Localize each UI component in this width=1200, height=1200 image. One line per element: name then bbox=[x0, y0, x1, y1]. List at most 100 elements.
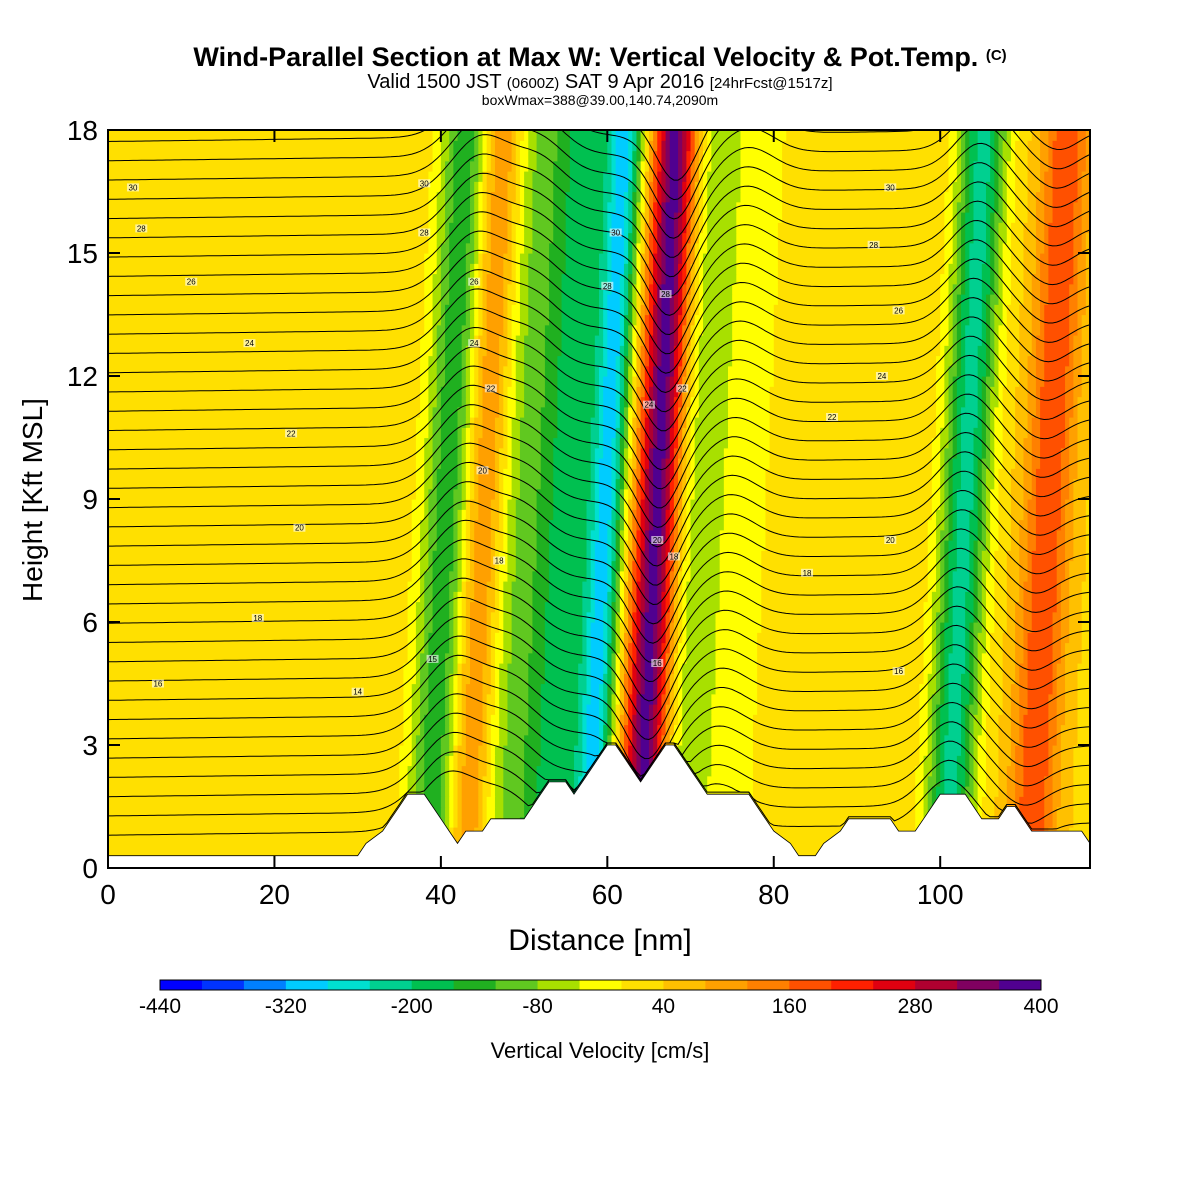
velocity-cell bbox=[640, 509, 646, 521]
velocity-cell bbox=[511, 324, 521, 336]
velocity-cell bbox=[940, 324, 950, 336]
velocity-cell bbox=[998, 222, 1008, 234]
velocity-cell bbox=[619, 458, 625, 469]
velocity-cell bbox=[648, 437, 654, 449]
velocity-cell bbox=[594, 499, 600, 510]
velocity-cell bbox=[503, 478, 513, 490]
velocity-cell bbox=[936, 745, 941, 756]
velocity-cell bbox=[470, 488, 475, 500]
theta-label: 15 bbox=[426, 654, 439, 664]
velocity-cell bbox=[440, 437, 459, 449]
velocity-cell bbox=[515, 406, 525, 418]
velocity-cell bbox=[549, 591, 583, 603]
velocity-cell bbox=[981, 376, 987, 387]
velocity-cell bbox=[457, 673, 463, 685]
velocity-cell bbox=[969, 734, 975, 746]
velocity-cell bbox=[507, 540, 517, 551]
velocity-cell bbox=[673, 519, 679, 531]
velocity-cell bbox=[977, 376, 983, 387]
velocity-cell bbox=[615, 160, 629, 172]
velocity-cell bbox=[644, 212, 650, 223]
velocity-cell bbox=[478, 458, 496, 469]
velocity-cell bbox=[977, 796, 983, 808]
velocity-cell bbox=[1052, 673, 1058, 685]
velocity-cell bbox=[1065, 673, 1079, 685]
velocity-cell bbox=[948, 652, 966, 664]
velocity-cell bbox=[727, 437, 771, 449]
velocity-cell bbox=[486, 294, 504, 305]
velocity-cell bbox=[940, 273, 950, 285]
velocity-cell bbox=[657, 591, 663, 603]
velocity-cell bbox=[1065, 663, 1079, 674]
velocity-cell bbox=[482, 212, 488, 223]
velocity-cell bbox=[773, 365, 937, 377]
velocity-cell bbox=[561, 294, 600, 305]
velocity-cell bbox=[661, 171, 667, 182]
velocity-cell bbox=[698, 201, 704, 213]
velocity-cell bbox=[944, 519, 950, 531]
velocity-cell bbox=[732, 283, 779, 295]
velocity-cell bbox=[549, 560, 588, 572]
velocity-cell bbox=[956, 755, 966, 767]
velocity-cell bbox=[673, 581, 679, 592]
velocity-cell bbox=[956, 376, 966, 387]
velocity-cell bbox=[994, 591, 1008, 603]
velocity-cell bbox=[961, 704, 966, 715]
velocity-cell bbox=[678, 376, 683, 387]
velocity-cell bbox=[461, 786, 479, 797]
theta-label-text: 16 bbox=[894, 667, 903, 676]
velocity-cell bbox=[690, 550, 721, 562]
velocity-cell bbox=[623, 488, 629, 500]
velocity-cell bbox=[1052, 755, 1062, 767]
velocity-cell bbox=[1085, 283, 1090, 295]
velocity-cell bbox=[653, 253, 658, 264]
velocity-cell bbox=[465, 683, 484, 695]
velocity-cell bbox=[657, 201, 663, 213]
velocity-cell bbox=[952, 294, 958, 305]
velocity-cell bbox=[561, 314, 600, 326]
velocity-cell bbox=[440, 765, 446, 777]
velocity-cell bbox=[657, 693, 663, 705]
velocity-cell bbox=[715, 622, 762, 633]
velocity-cell bbox=[1027, 652, 1054, 664]
velocity-cell bbox=[532, 212, 554, 223]
velocity-cell bbox=[703, 191, 708, 203]
velocity-cell bbox=[490, 724, 500, 736]
velocity-cell bbox=[590, 601, 596, 613]
velocity-cell bbox=[998, 724, 1012, 736]
velocity-cell bbox=[461, 632, 467, 644]
velocity-cell bbox=[615, 642, 621, 654]
velocity-cell bbox=[985, 417, 991, 428]
velocity-cell bbox=[582, 714, 588, 726]
velocity-cell bbox=[1031, 335, 1037, 346]
velocity-cell bbox=[474, 447, 479, 459]
velocity-cell bbox=[432, 417, 442, 428]
theta-label-text: 18 bbox=[253, 614, 262, 623]
velocity-cell bbox=[981, 447, 987, 459]
velocity-cell bbox=[948, 171, 958, 182]
velocity-cell bbox=[990, 242, 995, 254]
velocity-cell bbox=[524, 242, 534, 254]
velocity-cell bbox=[449, 806, 454, 818]
velocity-cell bbox=[619, 376, 625, 387]
velocity-cell bbox=[940, 704, 950, 715]
theta-isentrope bbox=[108, 211, 1090, 336]
velocity-cell bbox=[490, 673, 496, 685]
velocity-cell bbox=[981, 458, 991, 469]
velocity-cell bbox=[108, 581, 409, 592]
velocity-cell bbox=[665, 417, 671, 428]
velocity-cell bbox=[948, 683, 962, 695]
velocity-cell bbox=[1065, 652, 1083, 664]
velocity-cell bbox=[619, 509, 625, 521]
velocity-cell bbox=[453, 181, 471, 193]
velocity-cell bbox=[494, 632, 504, 644]
theta-label-text: 22 bbox=[828, 413, 837, 422]
velocity-cell bbox=[470, 468, 475, 480]
velocity-cell bbox=[428, 201, 438, 213]
velocity-cell bbox=[432, 294, 442, 305]
velocity-cell bbox=[582, 632, 588, 644]
velocity-cell bbox=[632, 529, 638, 541]
velocity-cell bbox=[615, 499, 621, 510]
velocity-cell bbox=[507, 570, 517, 582]
velocity-cell bbox=[661, 622, 667, 633]
